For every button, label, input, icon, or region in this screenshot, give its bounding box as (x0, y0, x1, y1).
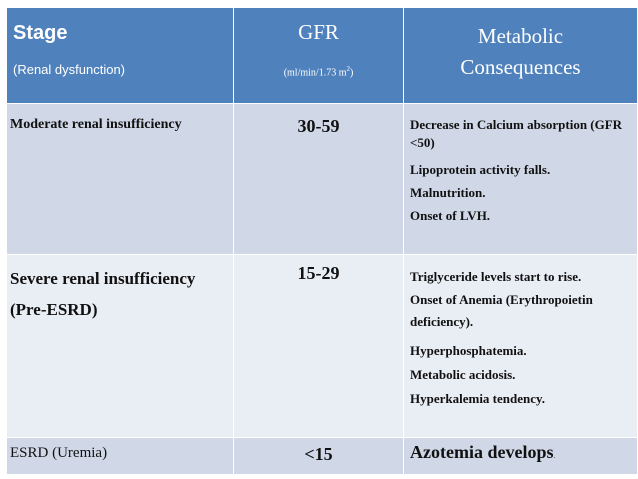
consequences-cell: Triglyceride levels start to rise. Onset… (403, 254, 638, 438)
consequence-list: Triglyceride levels start to rise. Onset… (404, 265, 637, 411)
list-item: Malnutrition. (410, 185, 486, 200)
header-gfr-unit: (ml/min/1.73 m2) (234, 65, 403, 78)
consequence-period: . (553, 452, 556, 460)
gfr-cell: <15 (233, 437, 404, 475)
consequence-text: Azotemia develops. (410, 442, 637, 463)
stage-cell: Moderate renal insufficiency (6, 103, 234, 255)
header-metabolic-title: Metabolic Consequences (404, 21, 637, 83)
table-row: ESRD (Uremia) <15 Azotemia develops. (6, 437, 638, 475)
header-metabolic-line2: Consequences (460, 55, 581, 79)
header-gfr-cell: GFR (ml/min/1.73 m2) (233, 7, 404, 104)
renal-stage-table: Stage (Renal dysfunction) GFR (ml/min/1.… (6, 7, 638, 475)
table-row: Moderate renal insufficiency 30-59 Decre… (6, 103, 638, 255)
gfr-value: 30-59 (297, 116, 340, 136)
header-metabolic-cell: Metabolic Consequences (403, 7, 638, 104)
table-header-row: Stage (Renal dysfunction) GFR (ml/min/1.… (6, 7, 638, 104)
header-stage-cell: Stage (Renal dysfunction) (6, 7, 234, 104)
consequence-list: Decrease in Calcium absorption (GFR <50)… (404, 114, 637, 227)
stage-label: Moderate renal insufficiency (10, 117, 182, 132)
list-item: Decrease in Calcium absorption (GFR <50) (410, 117, 623, 150)
header-stage-title: Stage (13, 22, 68, 44)
gfr-unit-superscript: 2 (346, 65, 350, 73)
stage-cell: ESRD (Uremia) (6, 437, 234, 475)
stage-label: ESRD (Uremia) (10, 445, 108, 461)
header-stage-subtitle: (Renal dysfunction) (13, 62, 125, 77)
header-metabolic-line1: Metabolic (477, 24, 564, 48)
stage-cell: Severe renal insufficiency (Pre-ESRD) (6, 254, 234, 438)
list-item: Metabolic acidosis. (410, 367, 516, 382)
list-item: Triglyceride levels start to rise. (410, 269, 582, 284)
stage-label: Severe renal insufficiency (Pre-ESRD) (10, 269, 196, 319)
gfr-cell: 30-59 (233, 103, 404, 255)
consequences-cell: Azotemia develops. (403, 437, 638, 475)
list-item: Onset of LVH. (410, 208, 491, 223)
list-item: Lipoprotein activity falls. (410, 162, 551, 177)
gfr-unit-close: ) (349, 67, 354, 79)
gfr-value: <15 (304, 444, 333, 464)
gfr-cell: 15-29 (233, 254, 404, 438)
list-item: Hyperphosphatemia. (410, 343, 527, 358)
header-gfr-title: GFR (298, 20, 339, 44)
consequence-main: Azotemia develops (410, 442, 554, 462)
consequences-cell: Decrease in Calcium absorption (GFR <50)… (403, 103, 638, 255)
list-item: Hyperkalemia tendency. (410, 391, 546, 406)
table-row: Severe renal insufficiency (Pre-ESRD) 15… (6, 254, 638, 438)
list-item: Onset of Anemia (Erythropoietin deficien… (410, 292, 593, 329)
gfr-value: 15-29 (297, 263, 340, 283)
gfr-unit-text: (ml/min/1.73 m (283, 67, 347, 79)
